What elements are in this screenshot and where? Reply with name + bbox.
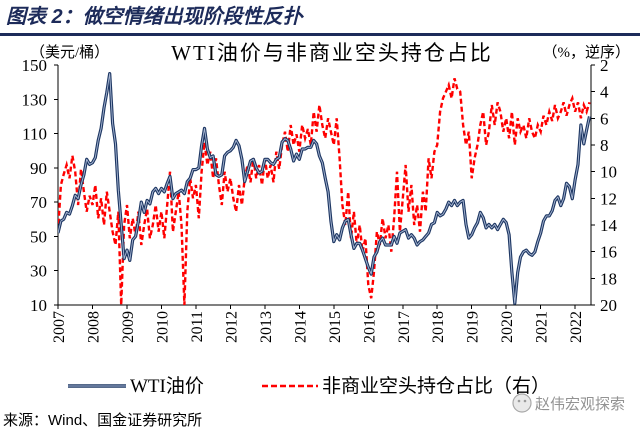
source-note: 来源：Wind、国金证券研究所 — [3, 412, 202, 429]
legend: WTI油价 非商业空头持仓占比（右） — [68, 375, 550, 397]
y-left-tick-label: 10 — [30, 296, 47, 315]
x-tick-label: 2011 — [189, 311, 206, 342]
x-tick-label: 2008 — [85, 311, 102, 343]
y-right-tick-label: 6 — [600, 109, 609, 128]
x-tick-label: 2013 — [258, 311, 275, 343]
y-right-axis-label: （%，逆序） — [543, 44, 631, 61]
y-left-tick-label: 70 — [30, 193, 47, 212]
y-left-tick-label: 110 — [22, 125, 47, 144]
x-tick-label: 2020 — [499, 311, 516, 343]
y-left-tick-label: 50 — [30, 227, 47, 246]
axes: 10 30 50 70 90 110 130 150 2 4 6 8 10 12 14 16 18 20 2007 2… — [22, 56, 618, 343]
y-right-tick-label: 12 — [600, 189, 617, 208]
y-right-tick-label: 18 — [600, 269, 617, 288]
x-tick-label: 2009 — [120, 311, 137, 343]
x-tick-label: 2012 — [223, 311, 240, 343]
wti-line — [58, 72, 592, 305]
plot-area — [58, 72, 592, 306]
y-left-axis-label: （美元/桶） — [30, 44, 109, 61]
y-right-tick-label: 4 — [600, 83, 609, 102]
y-right-tick-label: 14 — [600, 216, 618, 235]
y-right-tick-label: 16 — [600, 243, 617, 262]
wti-line-highlight — [58, 73, 590, 304]
y-left-tick-label: 130 — [22, 90, 48, 109]
x-tick-label: 2015 — [327, 311, 344, 343]
x-tick-label: 2019 — [465, 311, 482, 343]
short-ratio-line — [58, 77, 591, 306]
x-tick-label: 2007 — [51, 311, 68, 343]
x-tick-label: 2018 — [430, 311, 447, 343]
wechat-icon — [512, 393, 532, 413]
y-right-tick-label: 2 — [600, 56, 609, 75]
figure-title: 图表 2：做空情绪出现阶段性反扑 — [6, 6, 303, 28]
y-left-tick-label: 90 — [30, 159, 47, 178]
chart-title: WTI油价与非商业空头持仓占比 — [171, 41, 493, 65]
y-left-tick-label: 30 — [30, 262, 47, 281]
y-left-tick-label: 150 — [22, 56, 48, 75]
x-tick-label: 2021 — [534, 311, 551, 343]
x-tick-label: 2010 — [154, 311, 171, 343]
x-tick-label: 2017 — [396, 311, 413, 343]
x-tick-label: 2022 — [568, 311, 585, 343]
watermark-text: 赵伟宏观探索 — [535, 396, 625, 413]
x-tick-label: 2016 — [361, 311, 378, 343]
title-rule — [0, 33, 640, 36]
legend-wti-label: WTI油价 — [130, 375, 204, 397]
y-right-tick-label: 8 — [600, 136, 609, 155]
watermark: 赵伟宏观探索 — [512, 393, 625, 413]
legend-short-ratio-label: 非商业空头持仓占比（右） — [322, 375, 550, 397]
x-tick-label: 2014 — [292, 311, 309, 343]
y-right-tick-label: 10 — [600, 163, 617, 182]
y-right-tick-label: 20 — [600, 296, 617, 315]
